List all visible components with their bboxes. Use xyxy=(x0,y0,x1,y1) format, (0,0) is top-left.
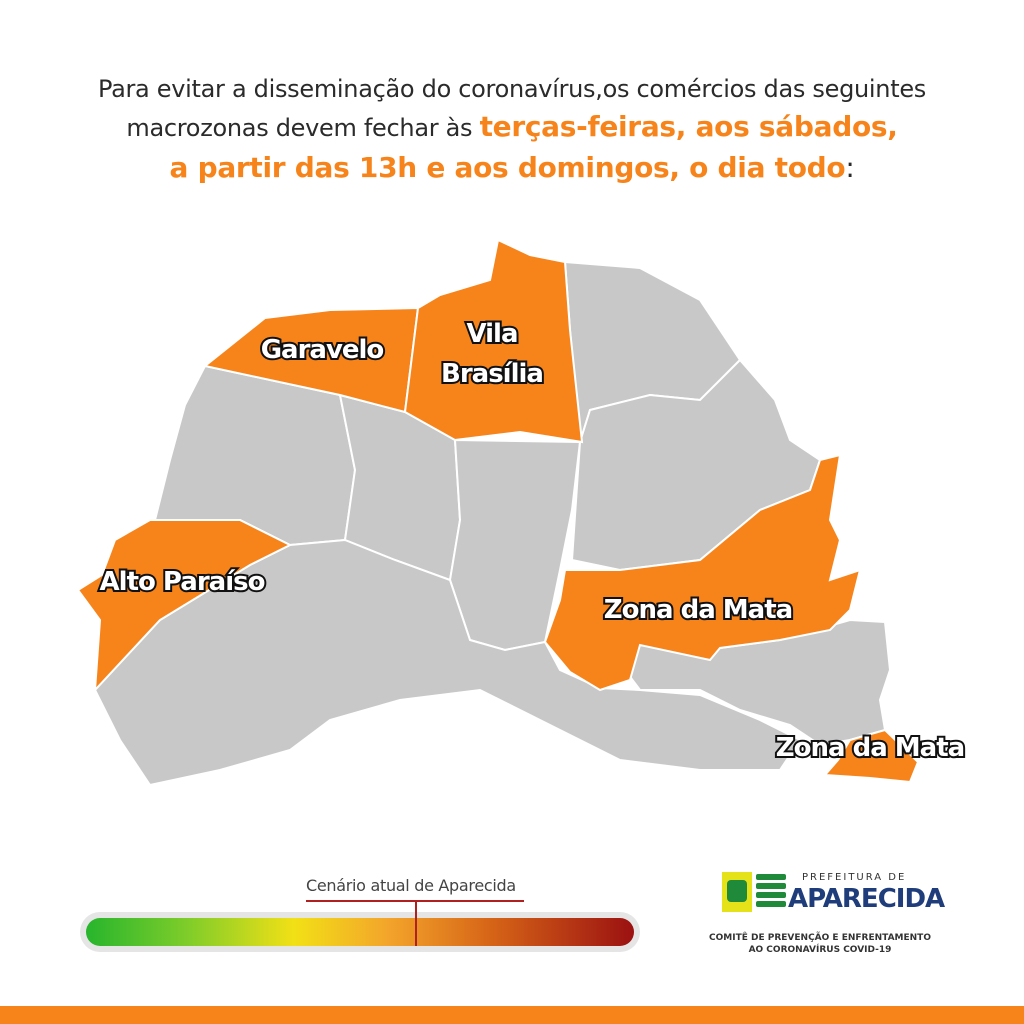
headline-highlight-days: terças-feiras, aos sábados, xyxy=(479,110,898,143)
committee-line-1: COMITÊ DE PREVENÇÃO E ENFRENTAMENTO xyxy=(709,933,931,943)
aparecida-flag-icon xyxy=(722,872,752,912)
zone-alto-paraiso[interactable] xyxy=(76,519,293,693)
headline: Para evitar a disseminação do coronavíru… xyxy=(0,70,1024,189)
logo-prefeitura-text: PREFEITURA DE xyxy=(802,872,907,883)
label-alto-paraiso: Alto Paraíso xyxy=(100,567,265,597)
zone-zona-da-mata-2[interactable] xyxy=(822,728,920,784)
logo-stripes-icon xyxy=(756,874,786,914)
logo-aparecida-text: APARECIDA xyxy=(788,884,945,914)
orange-regions xyxy=(76,238,920,784)
headline-line-3: a partir das 13h e aos domingos, o dia t… xyxy=(0,147,1024,189)
zone-zona-da-mata-1[interactable] xyxy=(543,453,862,692)
label-vila-brasilia-line1: Vila xyxy=(466,319,517,349)
committee-line-2: AO CORONAVÍRUS COVID-19 xyxy=(748,945,892,955)
zone-vila-brasilia[interactable] xyxy=(403,238,584,444)
headline-line-2: macrozonas devem fechar às terças-feiras… xyxy=(0,108,1024,147)
footer-orange-bar xyxy=(0,1006,1024,1024)
headline-line-1: Para evitar a disseminação do coronavíru… xyxy=(97,75,926,103)
headline-colon: : xyxy=(845,151,855,184)
label-zona-da-mata-1: Zona da Mata xyxy=(604,595,792,625)
risk-scale-gradient xyxy=(86,918,634,946)
label-garavelo: Garavelo xyxy=(261,335,384,365)
risk-scale-bar xyxy=(80,912,640,952)
zone-west-gray[interactable] xyxy=(153,364,357,547)
headline-line-2-prefix: macrozonas devem fechar às xyxy=(126,114,480,142)
zone-southwest-gray[interactable] xyxy=(93,538,802,787)
headline-highlight-hours: a partir das 13h e aos domingos, o dia t… xyxy=(169,151,846,184)
label-vila-brasilia-line2: Brasília xyxy=(441,359,543,389)
label-zona-da-mata-2: Zona da Mata xyxy=(776,733,964,763)
crest-icon xyxy=(727,880,747,902)
scale-title: Cenário atual de Aparecida xyxy=(306,876,516,895)
committee-text: COMITÊ DE PREVENÇÃO E ENFRENTAMENTO AO C… xyxy=(700,932,940,956)
current-level-marker xyxy=(415,900,417,946)
